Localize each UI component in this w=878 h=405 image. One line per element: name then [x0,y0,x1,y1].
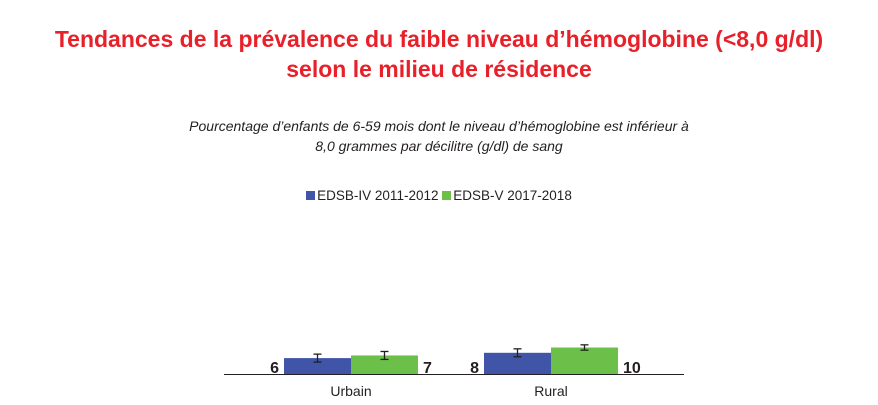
chart-legend: EDSB-IV 2011-2012 EDSB-V 2017-2018 [0,188,878,203]
legend-swatch-edsb-iv [306,191,316,200]
error-bar-rural-series-1 [513,348,522,358]
labels-layer: 6 7 Urbain 8 10 Rural [270,360,641,399]
value-label-urbain-series-2: 7 [423,360,432,377]
chart-subtitle-line-2: 8,0 grammes par décilitre (g/dl) de sang [315,138,563,154]
chart-subtitle: Pourcentage d’enfants de 6-59 mois dont … [0,116,878,156]
bars-layer [284,347,618,374]
bar-rural-series-2 [551,347,618,374]
chart-title: Tendances de la prévalence du faible niv… [0,24,878,84]
category-label-urbain: Urbain [330,383,371,399]
value-label-rural-series-2: 10 [623,360,641,377]
chart-title-line-1: Tendances de la prévalence du faible niv… [54,26,824,52]
legend-item-edsb-iv: EDSB-IV 2011-2012 [306,188,438,203]
error-bar-urbain-series-2 [380,350,389,361]
value-label-urbain-series-1: 6 [270,360,279,377]
error-bars-layer [313,344,589,363]
error-bar-rural-series-2 [580,344,589,351]
legend-item-edsb-v: EDSB-V 2017-2018 [442,188,572,203]
category-label-rural: Rural [534,383,567,399]
error-bar-urbain-series-1 [313,353,322,363]
bar-rural-series-1 [484,352,551,374]
legend-label-edsb-iv: EDSB-IV 2011-2012 [317,188,439,203]
chart-title-line-2: selon le milieu de résidence [286,56,592,82]
value-label-rural-series-1: 8 [470,360,479,377]
legend-swatch-edsb-v [442,191,452,200]
chart-subtitle-line-1: Pourcentage d’enfants de 6-59 mois dont … [189,118,689,134]
bar-urbain-series-1 [284,358,351,374]
bar-urbain-series-2 [351,355,418,374]
legend-label-edsb-v: EDSB-V 2017-2018 [453,188,572,203]
